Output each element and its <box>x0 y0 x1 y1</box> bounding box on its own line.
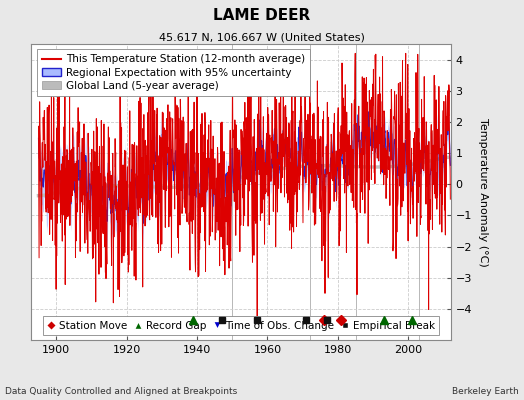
Text: LAME DEER: LAME DEER <box>213 8 311 23</box>
Text: Berkeley Earth: Berkeley Earth <box>452 387 519 396</box>
Legend: Station Move, Record Gap, Time of Obs. Change, Empirical Break: Station Move, Record Gap, Time of Obs. C… <box>42 316 440 335</box>
Y-axis label: Temperature Anomaly (°C): Temperature Anomaly (°C) <box>477 118 487 266</box>
Text: 45.617 N, 106.667 W (United States): 45.617 N, 106.667 W (United States) <box>159 32 365 42</box>
Text: Data Quality Controlled and Aligned at Breakpoints: Data Quality Controlled and Aligned at B… <box>5 387 237 396</box>
